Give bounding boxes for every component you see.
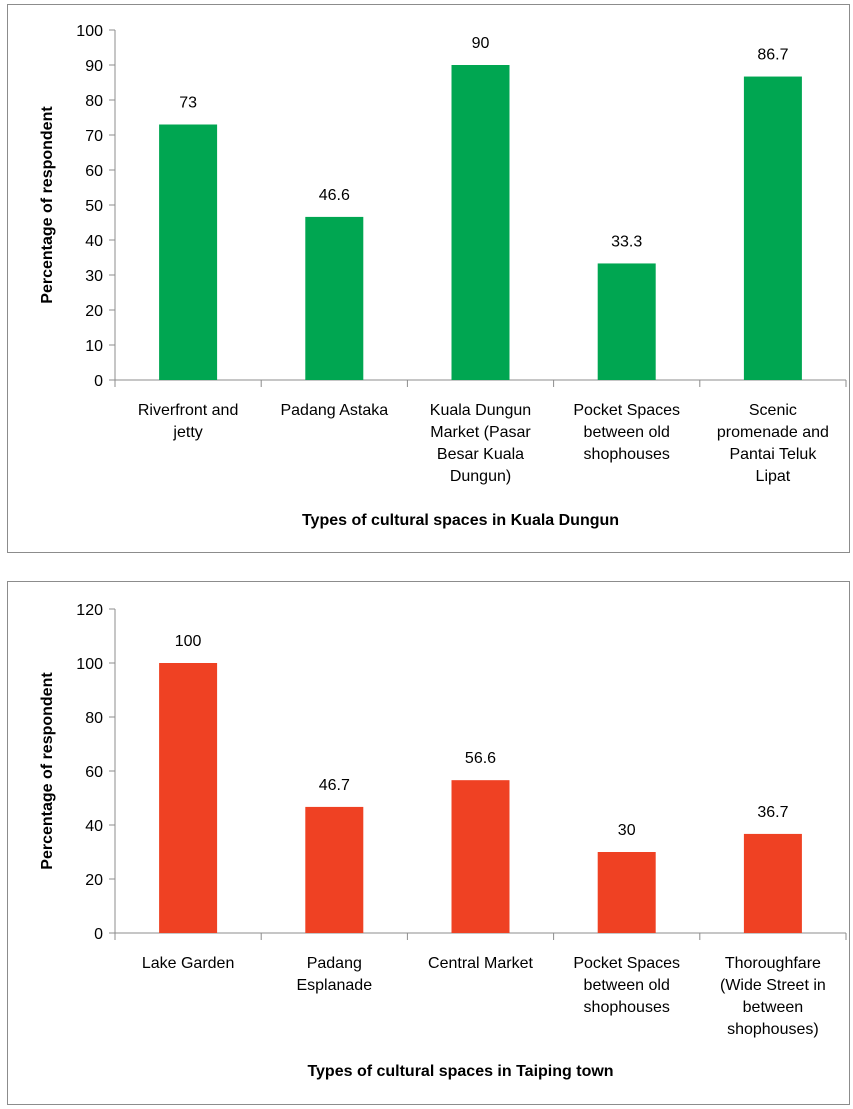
data-label: 56.6	[465, 750, 496, 767]
bar	[743, 76, 802, 381]
chart-panel-taiping: 0 20 40 60 80 100 120 100 Lake Garden 46.7 Padang E…	[7, 581, 850, 1105]
y-tick-label: 70	[85, 128, 103, 145]
data-label: 30	[618, 822, 636, 839]
y-tick-label: 100	[76, 23, 103, 40]
data-label: 36.7	[757, 804, 788, 821]
y-tick-label: 40	[85, 818, 103, 835]
x-tick-label: Thoroughfare (Wide Street in between shopho…	[720, 955, 826, 1038]
x-tick-label: Pocket Spaces between old shophouses	[573, 402, 680, 463]
y-tick-label: 60	[85, 163, 103, 180]
bar	[159, 663, 218, 933]
data-label: 90	[472, 35, 490, 52]
data-label: 33.3	[611, 233, 642, 250]
y-tick-label: 30	[85, 268, 103, 285]
y-tick-label: 10	[85, 338, 103, 355]
y-tick-label: 0	[94, 926, 103, 943]
x-tick-label: Kuala Dungun Market (Pasar Besar Kuala Dung…	[430, 402, 532, 485]
y-tick-label: 90	[85, 58, 103, 75]
bar	[451, 780, 510, 933]
data-label: 73	[179, 95, 197, 112]
y-tick-label: 40	[85, 233, 103, 250]
y-tick-label: 0	[94, 373, 103, 390]
bar	[451, 65, 510, 380]
x-tick-label-line: Lake Garden	[142, 955, 235, 972]
y-tick-label: 80	[85, 93, 103, 110]
y-tick-label: 20	[85, 872, 103, 889]
x-tick-label-line: Besar Kuala	[437, 446, 524, 463]
y-tick-label: 20	[85, 303, 103, 320]
data-label: 46.6	[319, 187, 350, 204]
x-tick-label-line: Market (Pasar	[430, 424, 531, 441]
x-tick-label-line: shophouses)	[727, 1021, 819, 1038]
x-tick-label: Padang Astaka	[280, 402, 388, 419]
bar	[159, 124, 218, 380]
x-tick-label-line: Esplanade	[296, 977, 372, 994]
bar	[743, 833, 802, 933]
data-label: 100	[175, 633, 202, 650]
x-tick-label-line: shophouses	[584, 999, 670, 1016]
chart-panel-kuala-dungun: 0 10 20 30 40 50 60 70 80 90 100 73 Riverfront and je…	[7, 4, 850, 553]
x-tick-label-line: Kuala Dungun	[430, 402, 531, 419]
y-tick-label: 50	[85, 198, 103, 215]
x-tick-label-line: Padang Astaka	[280, 402, 388, 419]
x-tick-label-line: Scenic	[749, 402, 797, 419]
x-tick-label-line: promenade and	[717, 424, 829, 441]
x-tick-label-line: Riverfront and	[138, 402, 239, 419]
x-tick-label: Padang Esplanade	[296, 955, 372, 994]
bar	[597, 263, 656, 380]
x-tick-label-line: between old	[584, 424, 670, 441]
x-tick-label-line: between old	[584, 977, 670, 994]
bar	[597, 852, 656, 933]
x-tick-label: Lake Garden	[142, 955, 235, 972]
y-axis-title: Percentage of respondent	[39, 672, 56, 870]
x-tick-label-line: Pantai Teluk	[729, 446, 817, 463]
x-tick-label-line: Central Market	[428, 955, 533, 972]
x-tick-label-line: Pocket Spaces	[573, 955, 680, 972]
x-tick-label-line: shophouses	[584, 446, 670, 463]
x-tick-label: Pocket Spaces between old shophouses	[573, 955, 680, 1016]
y-tick-label: 120	[76, 602, 103, 619]
y-tick-label: 60	[85, 764, 103, 781]
x-tick-label: Scenic promenade and Pantai Teluk Lipat	[717, 402, 829, 485]
x-tick-label-line: jetty	[172, 424, 202, 441]
y-tick-label: 80	[85, 710, 103, 727]
y-axis-title: Percentage of respondent	[39, 106, 56, 304]
x-tick-label-line: Dungun)	[450, 468, 511, 485]
x-tick-label-line: Padang	[307, 955, 362, 972]
x-tick-label-line: between	[743, 999, 804, 1016]
x-axis-title: Types of cultural spaces in Kuala Dungun	[302, 512, 619, 529]
x-tick-label-line: Lipat	[756, 468, 791, 485]
bar	[305, 216, 364, 380]
bar	[305, 806, 364, 933]
x-tick-label-line: Pocket Spaces	[573, 402, 680, 419]
x-axis-title: Types of cultural spaces in Taiping town	[307, 1063, 613, 1080]
bar-chart-taiping: 0 20 40 60 80 100 120 100 Lake Garden 46.7 Padang E…	[39, 602, 847, 1080]
data-label: 46.7	[319, 777, 350, 794]
y-tick-label: 100	[76, 656, 103, 673]
x-tick-label: Central Market	[428, 955, 533, 972]
x-tick-label-line: Thoroughfare	[725, 955, 821, 972]
data-label: 86.7	[757, 47, 788, 64]
x-tick-label-line: (Wide Street in	[720, 977, 826, 994]
x-tick-label: Riverfront and jetty	[138, 402, 239, 441]
bar-chart-kuala-dungun: 0 10 20 30 40 50 60 70 80 90 100 73 Riverfront and je…	[39, 23, 847, 529]
